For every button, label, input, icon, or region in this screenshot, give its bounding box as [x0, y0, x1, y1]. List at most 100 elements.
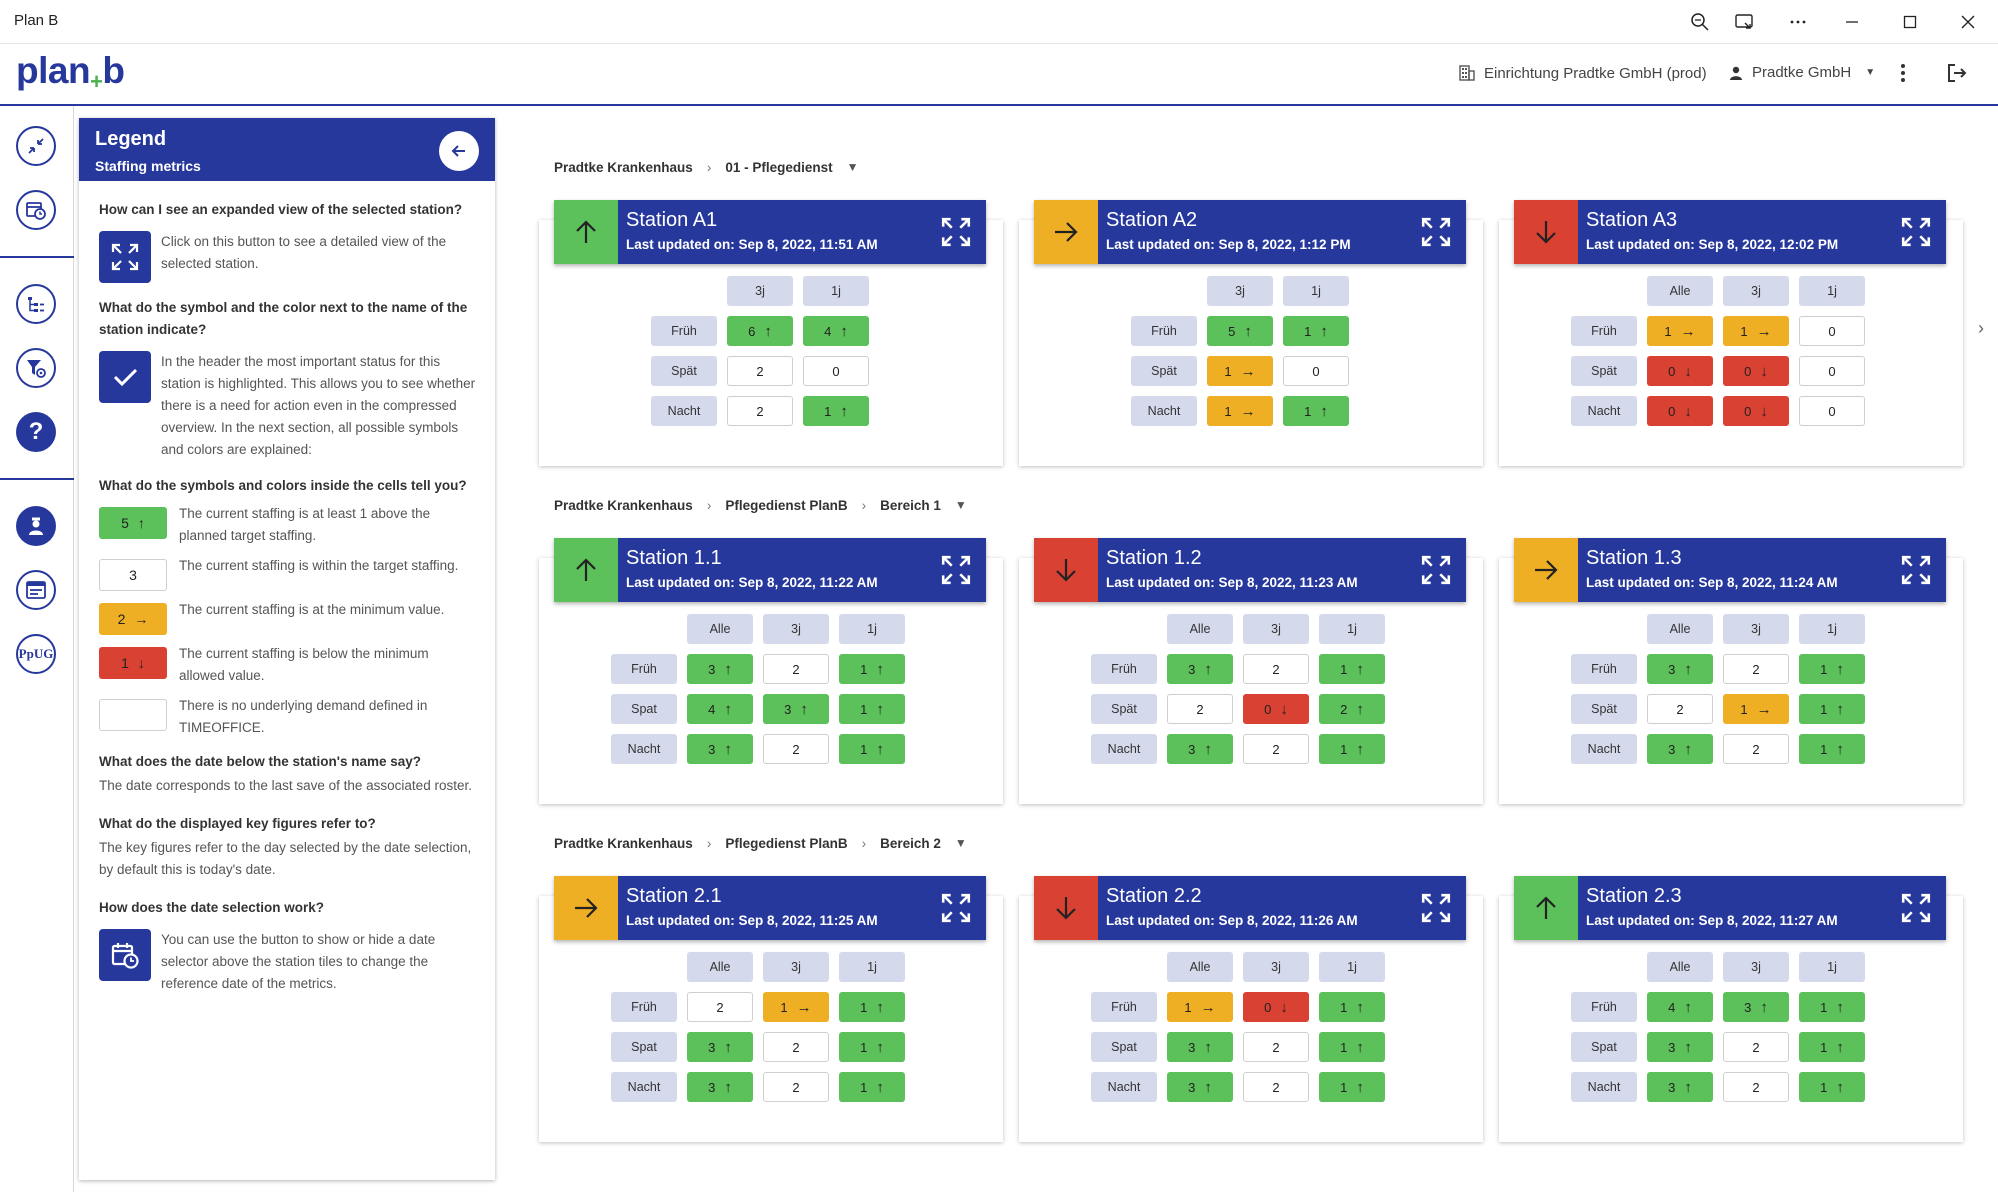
expand-icon[interactable]	[1900, 892, 1932, 924]
breadcrumb-item[interactable]: Pflegedienst PlanB	[725, 497, 848, 513]
metric-cell[interactable]: 3 ↑	[1167, 1032, 1233, 1062]
metric-cell[interactable]: 4 ↑	[687, 694, 753, 724]
metric-cell[interactable]: 3 ↑	[1167, 654, 1233, 684]
metric-cell[interactable]: 2	[727, 356, 793, 386]
metric-cell[interactable]: 3 ↑	[687, 1072, 753, 1102]
metric-cell[interactable]: 0	[1283, 356, 1349, 386]
metric-cell[interactable]: 2	[1243, 734, 1309, 764]
metric-cell[interactable]: 0 ↓	[1723, 356, 1789, 386]
metric-cell[interactable]: 1 →	[1723, 694, 1789, 724]
metric-cell[interactable]: 1 ↑	[1319, 1032, 1385, 1062]
metric-cell[interactable]: 4 ↑	[803, 316, 869, 346]
metric-cell[interactable]: 1 ↑	[1283, 396, 1349, 426]
metric-cell[interactable]: 2 ↑	[1319, 694, 1385, 724]
metric-cell[interactable]: 2	[687, 992, 753, 1022]
metric-cell[interactable]: 2	[763, 1072, 829, 1102]
collapse-icon[interactable]	[16, 126, 56, 166]
metric-cell[interactable]: 1 ↑	[1799, 734, 1865, 764]
metric-cell[interactable]: 3 ↑	[687, 734, 753, 764]
metric-cell[interactable]: 1 ↑	[1319, 1072, 1385, 1102]
metric-cell[interactable]: 1 ↑	[1283, 316, 1349, 346]
metric-cell[interactable]: 0 ↓	[1723, 396, 1789, 426]
metric-cell[interactable]: 1 ↑	[803, 396, 869, 426]
expand-icon[interactable]	[940, 892, 972, 924]
metric-cell[interactable]: 4 ↑	[1647, 992, 1713, 1022]
metric-cell[interactable]: 2	[1243, 1072, 1309, 1102]
planb-logo[interactable]: plan+b	[16, 50, 125, 94]
metric-cell[interactable]: 3 ↑	[1723, 992, 1789, 1022]
more-icon[interactable]	[1776, 8, 1820, 36]
metric-cell[interactable]: 1 →	[1723, 316, 1789, 346]
ppug-button[interactable]: PpUG	[16, 634, 56, 674]
filter-settings-icon[interactable]	[16, 348, 56, 388]
dropdown-icon[interactable]: ▼	[954, 498, 967, 512]
expand-icon[interactable]	[1420, 554, 1452, 586]
metric-cell[interactable]: 3 ↑	[687, 654, 753, 684]
expand-icon[interactable]	[1420, 892, 1452, 924]
metric-cell[interactable]: 0 ↓	[1647, 396, 1713, 426]
maximize-icon[interactable]	[1888, 8, 1932, 36]
breadcrumb-item[interactable]: Pradtke Krankenhaus	[554, 835, 693, 851]
breadcrumb-item[interactable]: Bereich 2	[880, 835, 941, 851]
metric-cell[interactable]: 0 ↓	[1243, 694, 1309, 724]
expand-icon[interactable]	[940, 216, 972, 248]
calendar-clock-icon[interactable]	[16, 190, 56, 230]
metric-cell[interactable]: 1 →	[1167, 992, 1233, 1022]
metric-cell[interactable]: 0	[1799, 316, 1865, 346]
cast-icon[interactable]	[1722, 8, 1766, 36]
back-arrow-icon[interactable]	[439, 131, 479, 171]
expand-icon[interactable]	[1900, 216, 1932, 248]
metric-cell[interactable]: 3 ↑	[1167, 1072, 1233, 1102]
metric-cell[interactable]: 3 ↑	[687, 1032, 753, 1062]
metric-cell[interactable]: 1 ↑	[839, 734, 905, 764]
metric-cell[interactable]: 1 →	[1207, 396, 1273, 426]
metric-cell[interactable]: 1 ↑	[1799, 1072, 1865, 1102]
metric-cell[interactable]: 2	[1647, 694, 1713, 724]
metric-cell[interactable]: 1 ↑	[839, 1032, 905, 1062]
metric-cell[interactable]: 2	[727, 396, 793, 426]
metric-cell[interactable]: 1 ↑	[1799, 992, 1865, 1022]
metric-cell[interactable]: 1 ↑	[1799, 694, 1865, 724]
metric-cell[interactable]: 6 ↑	[727, 316, 793, 346]
metric-cell[interactable]: 0 ↓	[1647, 356, 1713, 386]
metric-cell[interactable]: 2	[1243, 654, 1309, 684]
metric-cell[interactable]: 1 ↑	[1799, 654, 1865, 684]
metric-cell[interactable]: 5 ↑	[1207, 316, 1273, 346]
metric-cell[interactable]: 3 ↑	[1647, 734, 1713, 764]
metric-cell[interactable]: 2	[1243, 1032, 1309, 1062]
metric-cell[interactable]: 2	[1723, 1072, 1789, 1102]
expand-icon[interactable]	[940, 554, 972, 586]
metric-cell[interactable]: 1 ↑	[839, 992, 905, 1022]
metric-cell[interactable]: 2	[763, 734, 829, 764]
metric-cell[interactable]: 2	[1167, 694, 1233, 724]
metric-cell[interactable]: 1 ↑	[839, 654, 905, 684]
expand-icon[interactable]	[1420, 216, 1452, 248]
help-icon[interactable]: ?	[16, 412, 56, 452]
metric-cell[interactable]: 0	[803, 356, 869, 386]
metric-cell[interactable]: 3 ↑	[1647, 1032, 1713, 1062]
kebab-menu-icon[interactable]	[1900, 62, 1906, 84]
breadcrumb-item[interactable]: 01 - Pflegedienst	[725, 159, 833, 175]
user-menu[interactable]: Pradtke GmbH ▼	[1728, 64, 1875, 81]
metric-cell[interactable]: 1 ↑	[1799, 1032, 1865, 1062]
metric-cell[interactable]: 2	[763, 654, 829, 684]
zoom-icon[interactable]	[1678, 8, 1722, 36]
metric-cell[interactable]: 2	[1723, 734, 1789, 764]
metric-cell[interactable]: 2	[1723, 654, 1789, 684]
breadcrumb-item[interactable]: Pflegedienst PlanB	[725, 835, 848, 851]
metric-cell[interactable]: 1 →	[763, 992, 829, 1022]
breadcrumb-item[interactable]: Pradtke Krankenhaus	[554, 159, 693, 175]
dropdown-icon[interactable]: ▼	[846, 160, 859, 174]
metric-cell[interactable]: 0 ↓	[1243, 992, 1309, 1022]
breadcrumb-item[interactable]: Bereich 1	[880, 497, 941, 513]
metric-cell[interactable]: 2	[1723, 1032, 1789, 1062]
chevron-right-icon[interactable]: ›	[1978, 318, 1984, 338]
breadcrumb-item[interactable]: Pradtke Krankenhaus	[554, 497, 693, 513]
metric-cell[interactable]: 1 ↑	[839, 1072, 905, 1102]
logout-icon[interactable]	[1946, 62, 1968, 84]
expand-icon[interactable]	[1900, 554, 1932, 586]
metric-cell[interactable]: 0	[1799, 356, 1865, 386]
metric-cell[interactable]: 2	[763, 1032, 829, 1062]
metric-cell[interactable]: 3 ↑	[1167, 734, 1233, 764]
metric-cell[interactable]: 1 ↑	[1319, 654, 1385, 684]
